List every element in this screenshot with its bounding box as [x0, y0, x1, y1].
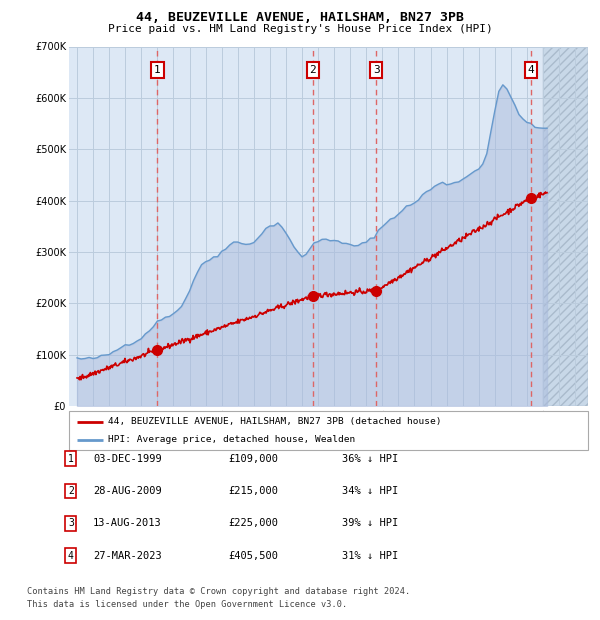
Text: HPI: Average price, detached house, Wealden: HPI: Average price, detached house, Weal…: [108, 435, 355, 445]
Text: 44, BEUZEVILLE AVENUE, HAILSHAM, BN27 3PB (detached house): 44, BEUZEVILLE AVENUE, HAILSHAM, BN27 3P…: [108, 417, 442, 427]
Text: £225,000: £225,000: [228, 518, 278, 528]
Text: 4: 4: [527, 65, 534, 75]
Text: 3: 3: [68, 518, 74, 528]
Text: 44, BEUZEVILLE AVENUE, HAILSHAM, BN27 3PB: 44, BEUZEVILLE AVENUE, HAILSHAM, BN27 3P…: [136, 11, 464, 24]
Text: 2: 2: [310, 65, 316, 75]
Text: 13-AUG-2013: 13-AUG-2013: [93, 518, 162, 528]
Text: £405,500: £405,500: [228, 551, 278, 560]
Text: 1: 1: [154, 65, 161, 75]
Text: 39% ↓ HPI: 39% ↓ HPI: [342, 518, 398, 528]
Text: 1: 1: [68, 454, 74, 464]
Text: 3: 3: [373, 65, 380, 75]
Text: 31% ↓ HPI: 31% ↓ HPI: [342, 551, 398, 560]
Text: 03-DEC-1999: 03-DEC-1999: [93, 454, 162, 464]
Text: Contains HM Land Registry data © Crown copyright and database right 2024.: Contains HM Land Registry data © Crown c…: [27, 587, 410, 596]
Text: 34% ↓ HPI: 34% ↓ HPI: [342, 486, 398, 496]
Bar: [543, 46, 588, 406]
Text: Price paid vs. HM Land Registry's House Price Index (HPI): Price paid vs. HM Land Registry's House …: [107, 24, 493, 33]
Text: This data is licensed under the Open Government Licence v3.0.: This data is licensed under the Open Gov…: [27, 600, 347, 609]
Text: 2: 2: [68, 486, 74, 496]
Text: £109,000: £109,000: [228, 454, 278, 464]
Text: £215,000: £215,000: [228, 486, 278, 496]
Text: 4: 4: [68, 551, 74, 560]
Text: 27-MAR-2023: 27-MAR-2023: [93, 551, 162, 560]
Text: 28-AUG-2009: 28-AUG-2009: [93, 486, 162, 496]
Text: 36% ↓ HPI: 36% ↓ HPI: [342, 454, 398, 464]
